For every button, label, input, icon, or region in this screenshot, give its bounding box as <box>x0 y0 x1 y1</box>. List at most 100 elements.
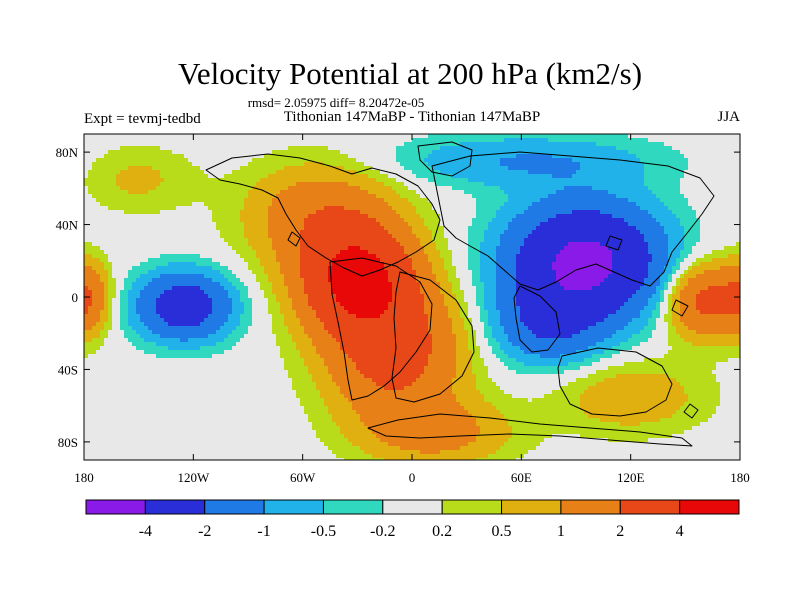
field-cell <box>536 154 541 159</box>
field-cell <box>732 182 737 187</box>
field-cell <box>440 218 445 223</box>
field-cell <box>380 158 385 163</box>
field-cell <box>216 222 221 227</box>
field-cell <box>664 230 669 235</box>
field-cell <box>100 170 105 175</box>
field-cell <box>460 230 465 235</box>
field-cell <box>396 170 401 175</box>
field-cell <box>248 198 253 203</box>
field-cell <box>700 146 705 151</box>
field-cell <box>724 162 729 167</box>
field-cell <box>180 246 185 251</box>
field-cell <box>572 214 577 219</box>
field-cell <box>576 234 581 239</box>
field-cell <box>644 186 649 191</box>
field-cell <box>384 146 389 151</box>
field-cell <box>204 162 209 167</box>
field-cell <box>532 170 537 175</box>
field-cell <box>132 190 137 195</box>
field-cell <box>456 250 461 255</box>
field-cell <box>440 190 445 195</box>
field-cell <box>136 210 141 215</box>
field-cell <box>328 174 333 179</box>
field-cell <box>468 186 473 191</box>
field-cell <box>268 254 273 259</box>
field-cell <box>156 234 161 239</box>
field-cell <box>340 250 345 255</box>
field-cell <box>252 214 257 219</box>
field-cell <box>696 246 701 251</box>
field-cell <box>540 162 545 167</box>
field-cell <box>424 214 429 219</box>
field-cell <box>260 234 265 239</box>
field-cell <box>152 146 157 151</box>
field-cell <box>92 178 97 183</box>
field-cell <box>192 254 197 259</box>
field-cell <box>224 214 229 219</box>
field-cell <box>132 150 137 155</box>
field-cell <box>396 146 401 151</box>
field-cell <box>472 146 477 151</box>
field-cell <box>680 174 685 179</box>
field-cell <box>668 210 673 215</box>
field-cell <box>572 222 577 227</box>
field-cell <box>348 230 353 235</box>
field-cell <box>684 202 689 207</box>
field-cell <box>580 202 585 207</box>
field-cell <box>372 234 377 239</box>
field-cell <box>148 166 153 171</box>
field-cell <box>448 238 453 243</box>
field-cell <box>524 218 529 223</box>
field-cell <box>584 210 589 215</box>
field-cell <box>396 242 401 247</box>
field-cell <box>192 150 197 155</box>
field-cell <box>536 226 541 231</box>
field-cell <box>240 242 245 247</box>
field-cell <box>624 230 629 235</box>
field-cell <box>716 226 721 231</box>
field-cell <box>316 162 321 167</box>
field-cell <box>588 158 593 163</box>
field-cell <box>228 138 233 143</box>
field-cell <box>592 222 597 227</box>
field-cell <box>692 178 697 183</box>
field-cell <box>220 222 225 227</box>
field-cell <box>416 194 421 199</box>
field-cell <box>340 162 345 167</box>
field-cell <box>384 186 389 191</box>
field-cell <box>312 254 317 259</box>
field-cell <box>412 158 417 163</box>
field-cell <box>384 230 389 235</box>
field-cell <box>328 142 333 147</box>
field-cell <box>196 146 201 151</box>
field-cell <box>692 230 697 235</box>
field-cell <box>620 230 625 235</box>
field-cell <box>636 222 641 227</box>
field-cell <box>152 250 157 255</box>
field-cell <box>216 250 221 255</box>
field-cell <box>248 194 253 199</box>
field-cell <box>716 198 721 203</box>
field-cell <box>288 142 293 147</box>
field-cell <box>280 166 285 171</box>
field-cell <box>644 198 649 203</box>
field-cell <box>284 226 289 231</box>
field-cell <box>736 178 740 183</box>
field-cell <box>296 158 301 163</box>
field-cell <box>168 170 173 175</box>
field-cell <box>568 134 573 139</box>
field-cell <box>496 174 501 179</box>
field-cell <box>424 234 429 239</box>
field-cell <box>608 162 613 167</box>
field-cell <box>152 178 157 183</box>
field-cell <box>496 198 501 203</box>
field-cell <box>556 138 561 143</box>
field-cell <box>716 250 721 255</box>
field-cell <box>728 158 733 163</box>
field-cell <box>216 218 221 223</box>
field-cell <box>564 142 569 147</box>
field-cell <box>424 210 429 215</box>
field-cell <box>244 178 249 183</box>
field-cell <box>324 138 329 143</box>
field-cell <box>272 162 277 167</box>
